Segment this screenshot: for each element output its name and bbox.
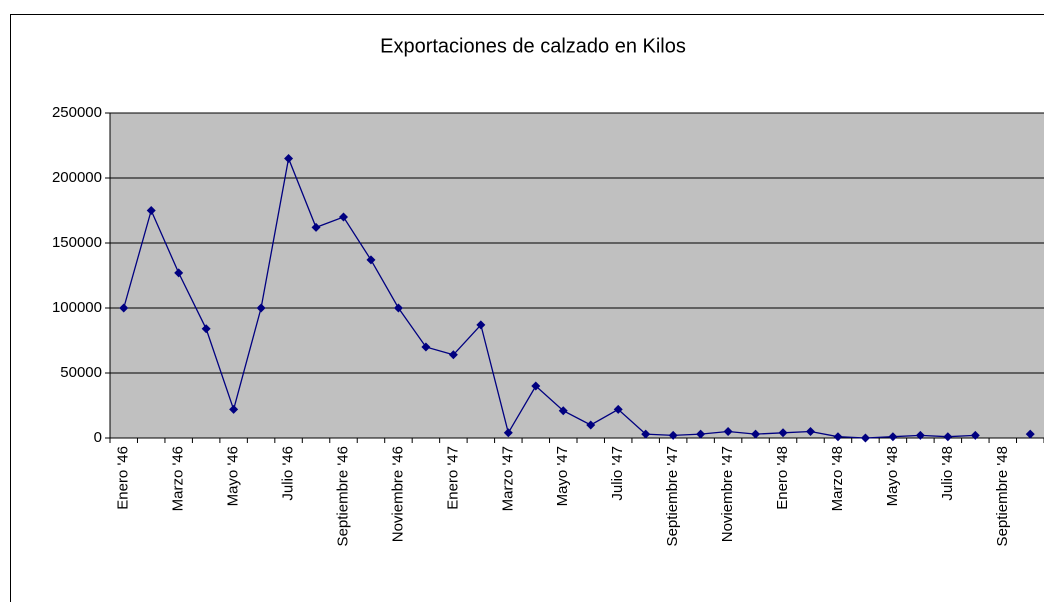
marker	[256, 303, 266, 313]
y-tick-label: 0	[94, 429, 102, 446]
marker	[833, 432, 843, 442]
marker	[1025, 429, 1035, 439]
y-tick-label: 200000	[52, 169, 102, 186]
marker	[311, 222, 321, 232]
marker	[888, 432, 898, 442]
marker	[421, 342, 431, 352]
marker	[751, 429, 761, 439]
plot-area	[110, 113, 1044, 438]
marker	[806, 427, 815, 436]
y-tick-label: 50000	[60, 364, 102, 381]
x-tick-label: Enero '46	[115, 446, 132, 510]
marker	[558, 406, 568, 416]
x-tick-label: Enero '47	[444, 446, 461, 510]
x-tick-label: Marzo '46	[170, 446, 187, 511]
marker	[613, 404, 623, 414]
marker	[503, 428, 513, 438]
x-tick-label: Mayo '46	[225, 446, 242, 506]
x-tick-label: Marzo '48	[829, 446, 846, 511]
marker	[723, 427, 733, 436]
y-tick-label: 100000	[52, 299, 102, 316]
x-tick-label: Julio '48	[939, 446, 956, 501]
marker	[339, 212, 348, 222]
marker	[201, 324, 211, 334]
x-tick-label: Noviembre '47	[719, 446, 736, 542]
marker	[586, 420, 596, 430]
x-tick-label: Mayo '48	[884, 446, 901, 506]
marker	[229, 404, 239, 414]
x-tick-label: Julio '47	[609, 446, 626, 501]
x-tick-label: Septiembre '48	[994, 446, 1011, 546]
x-tick-label: Enero '48	[774, 446, 791, 510]
x-tick-label: Marzo '47	[499, 446, 516, 511]
marker	[778, 428, 788, 438]
marker	[448, 350, 458, 360]
y-tick-label: 150000	[52, 234, 102, 251]
marker	[174, 268, 184, 278]
marker	[531, 381, 541, 391]
x-tick-label: Septiembre '47	[664, 446, 681, 546]
x-tick-label: Noviembre '46	[389, 446, 406, 542]
marker	[641, 429, 651, 439]
marker	[119, 303, 129, 313]
marker	[284, 154, 294, 163]
y-tick-label: 250000	[52, 104, 102, 121]
marker	[146, 206, 156, 215]
x-tick-label: Septiembre '46	[334, 446, 351, 546]
marker	[970, 430, 980, 440]
marker	[860, 433, 870, 443]
marker	[366, 255, 376, 265]
marker	[943, 432, 953, 442]
marker	[476, 320, 486, 330]
marker	[696, 429, 706, 439]
marker	[668, 430, 678, 440]
x-tick-label: Mayo '47	[554, 446, 571, 506]
x-tick-label: Julio '46	[280, 446, 297, 501]
chart-title: Exportaciones de calzado en Kilos	[380, 35, 686, 57]
marker	[393, 303, 403, 313]
marker	[915, 430, 925, 440]
